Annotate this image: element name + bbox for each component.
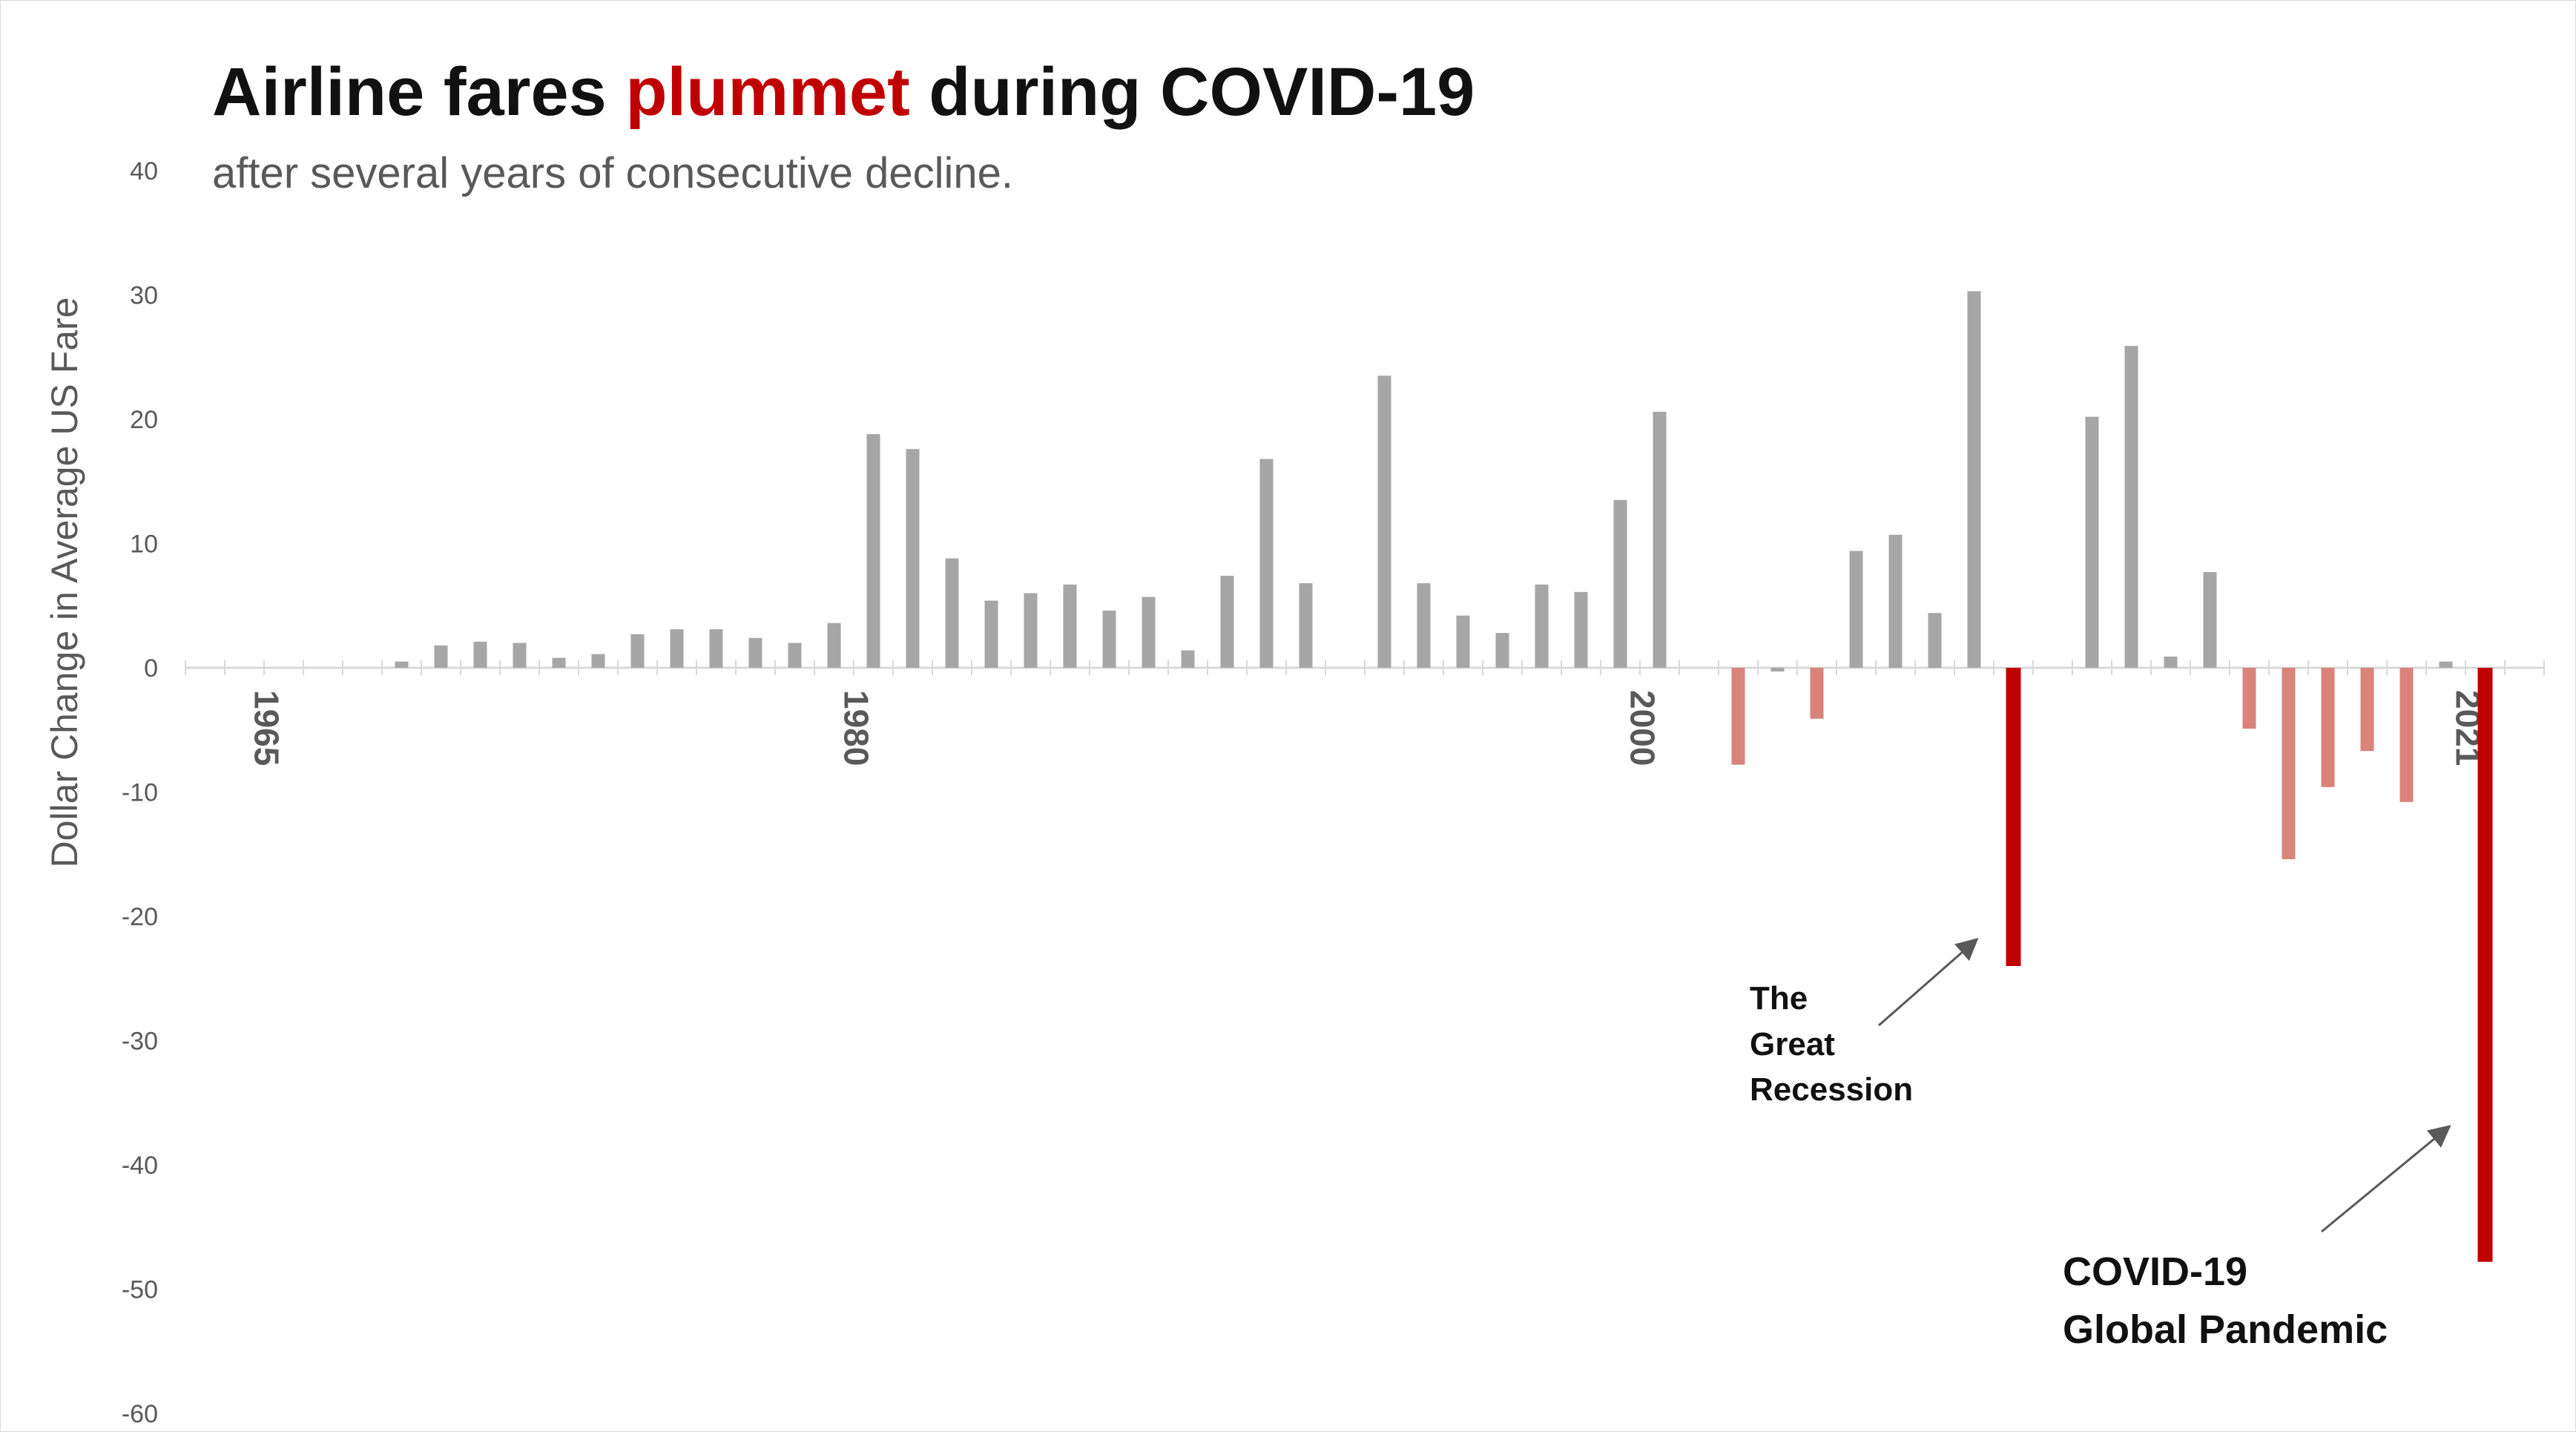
bar-1983 — [945, 558, 959, 668]
bar-2010 — [2006, 668, 2021, 966]
bar-1985 — [1024, 593, 1038, 668]
bar-1988 — [1142, 597, 1156, 668]
chart-title: Airline fares plummet during COVID-19 — [212, 54, 1475, 130]
bar-2009 — [1967, 291, 1981, 668]
bar-1996 — [1456, 615, 1470, 668]
title-part-2: during COVID-19 — [910, 54, 1475, 130]
bar-1979 — [788, 643, 802, 668]
bar-1992 — [1299, 583, 1313, 668]
bar-1995 — [1417, 583, 1431, 668]
bar-1975 — [630, 634, 645, 668]
bar-1990 — [1220, 576, 1234, 668]
bar-1980 — [827, 623, 841, 668]
bar-2016 — [2242, 668, 2256, 729]
bar-2018 — [2321, 668, 2335, 787]
title-highlight: plummet — [625, 54, 909, 130]
bar-2015 — [2203, 572, 2217, 668]
bar-1973 — [552, 657, 566, 668]
bar-2021 — [2439, 661, 2453, 668]
annotation-great-recession-line-3: Recession — [1750, 1071, 1913, 1108]
bar-1998 — [1535, 584, 1549, 668]
y-tick-label: 40 — [130, 157, 158, 185]
bar-1972 — [513, 643, 527, 668]
bar-2014 — [2164, 656, 2178, 668]
bar-2001 — [1653, 411, 1667, 668]
bar-2008 — [1928, 613, 1942, 668]
y-tick-label: -20 — [122, 903, 158, 931]
bar-1984 — [984, 600, 998, 668]
bar-2012 — [2085, 416, 2099, 668]
y-axis: 40 30 20 10 0 -10 -20 -30 -40 -50 -60 — [122, 157, 158, 1428]
bar-1976 — [670, 629, 684, 668]
annotation-great-recession-text: The Great Recession — [1750, 980, 1913, 1108]
y-tick-label: 30 — [130, 282, 158, 310]
bar-1997 — [1495, 633, 1509, 668]
y-tick-label: -40 — [122, 1152, 158, 1180]
annotation-great-recession: The Great Recession — [1750, 938, 1979, 1108]
bar-2000 — [1613, 499, 1627, 668]
bar-2004 — [1770, 668, 1785, 672]
title-part-1: Airline fares — [212, 54, 625, 130]
bar-1999 — [1574, 591, 1588, 668]
bar-2003 — [1731, 668, 1745, 765]
bar-2013 — [2124, 346, 2138, 668]
bar-1969 — [395, 661, 409, 668]
annotation-great-recession-line-1: The — [1750, 980, 1808, 1016]
bar-1977 — [709, 629, 723, 668]
bar-2005 — [1810, 668, 1824, 719]
annotation-covid-line-2: Global Pandemic — [2063, 1307, 2388, 1352]
bar-1981 — [866, 434, 880, 668]
bar-1994 — [1377, 375, 1391, 668]
y-tick-label: -30 — [122, 1028, 158, 1056]
y-tick-label: -60 — [122, 1400, 158, 1428]
y-axis-label: Dollar Change in Average US Fare — [44, 298, 85, 868]
annotation-covid-text: COVID-19 Global Pandemic — [2063, 1249, 2388, 1352]
bar-1987 — [1102, 610, 1116, 668]
annotation-covid-line-1: COVID-19 — [2063, 1249, 2247, 1294]
bar-1978 — [748, 637, 762, 668]
bar-2022 — [2477, 668, 2493, 1262]
chart-subtitle: after several years of consecutive decli… — [212, 149, 1013, 197]
bar-1970 — [434, 645, 448, 668]
bar-1991 — [1259, 459, 1274, 668]
x-tick-label: 2000 — [1624, 690, 1662, 766]
x-tick-label: 1965 — [248, 690, 286, 766]
bar-1989 — [1181, 650, 1195, 668]
bar-1971 — [473, 641, 487, 668]
y-tick-label: -10 — [122, 779, 158, 807]
x-tick-label: 1980 — [837, 690, 876, 766]
annotation-great-recession-line-2: Great — [1750, 1026, 1835, 1062]
bar-1974 — [591, 654, 605, 668]
bar-1982 — [906, 449, 920, 668]
y-tick-label: 10 — [130, 531, 158, 559]
y-tick-label: 0 — [144, 654, 158, 683]
bar-2007 — [1888, 534, 1903, 668]
bar-2020 — [2399, 668, 2414, 802]
x-axis: 1965 1980 2000 2021 — [185, 660, 2545, 766]
annotation-great-recession-arrow — [1878, 938, 1979, 1027]
bar-2006 — [1849, 551, 1863, 668]
annotation-covid-arrow — [2321, 1125, 2451, 1233]
bar-2017 — [2282, 668, 2296, 859]
y-tick-label: 20 — [130, 406, 158, 434]
annotation-covid: COVID-19 Global Pandemic — [2063, 1125, 2451, 1352]
bar-2019 — [2360, 668, 2374, 752]
y-tick-label: -50 — [122, 1276, 158, 1304]
bar-1986 — [1063, 584, 1077, 668]
bars-group — [395, 291, 2493, 1262]
